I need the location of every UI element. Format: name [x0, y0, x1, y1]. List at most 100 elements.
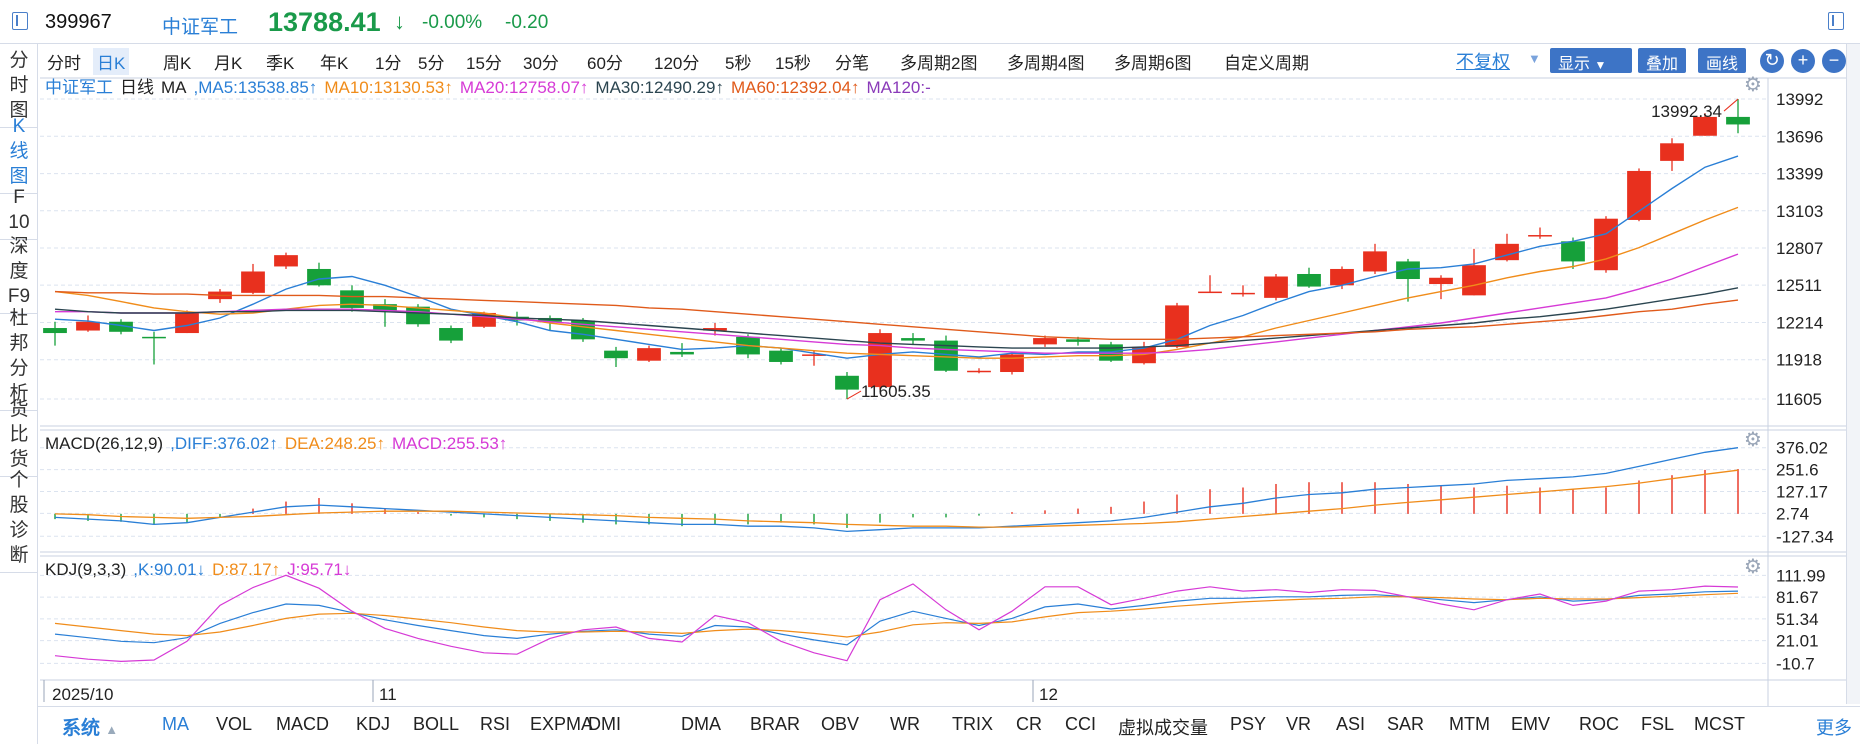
candle-body	[967, 370, 991, 373]
fuquan-chevron-down-icon[interactable]: ▼	[1528, 51, 1541, 66]
indicator-tab-15[interactable]: 虚拟成交量	[1118, 718, 1208, 738]
period-tab-15[interactable]: 多周期2图	[900, 54, 978, 73]
period-tab-10[interactable]: 60分	[587, 54, 623, 73]
candle-body	[1660, 143, 1684, 161]
indicator-tab-24[interactable]: MCST	[1694, 714, 1745, 734]
period-tab-9[interactable]: 30分	[523, 54, 559, 73]
indicator-tab-22[interactable]: ROC	[1579, 714, 1619, 734]
indicator-tab-2[interactable]: MACD	[276, 714, 329, 734]
period-tab-12[interactable]: 5秒	[725, 54, 752, 73]
system-menu[interactable]: 系统 ▲	[62, 718, 119, 739]
period-tab-14[interactable]: 分笔	[835, 54, 869, 73]
indicator-tab-11[interactable]: WR	[890, 714, 920, 734]
overlay-button[interactable]: 叠加	[1638, 48, 1687, 73]
ma-line-ma20	[55, 253, 1739, 354]
zoom-out-icon[interactable]: −	[1822, 49, 1846, 73]
settings-gear-icon[interactable]: ⚙	[1744, 429, 1762, 451]
change-value: -0.20	[505, 12, 549, 33]
settings-gear-icon[interactable]: ⚙	[1744, 74, 1762, 96]
period-tab-0[interactable]: 分时	[47, 54, 81, 73]
indicator-tab-3[interactable]: KDJ	[356, 714, 391, 734]
candle-body	[802, 354, 826, 356]
fuquan-dropdown[interactable]: 不复权	[1456, 52, 1510, 72]
period-tab-8[interactable]: 15分	[466, 54, 502, 73]
high-annotation-pointer	[1723, 98, 1739, 112]
indicator-tab-6[interactable]: EXPMA	[530, 714, 594, 734]
panel-toggle-icon[interactable]	[12, 12, 28, 30]
candle-body	[1330, 268, 1354, 286]
indicator-tab-1[interactable]: VOL	[216, 714, 253, 734]
period-tab-18[interactable]: 自定义周期	[1224, 54, 1309, 73]
side-tab-char: 诊	[9, 520, 29, 541]
indicator-tab-16[interactable]: PSY	[1230, 714, 1267, 734]
indicator-tab-13[interactable]: CR	[1016, 714, 1042, 734]
indicator-tab-18[interactable]: ASI	[1336, 714, 1366, 734]
period-tab-7[interactable]: 5分	[418, 54, 445, 73]
period-tab-4[interactable]: 季K	[266, 54, 295, 73]
period-tab-3[interactable]: 月K	[214, 54, 243, 73]
side-tab-char: 图	[9, 166, 29, 187]
indicator-tab-17[interactable]: VR	[1286, 714, 1312, 734]
kdj-line-j	[54, 574, 1739, 663]
side-tab-0[interactable]: 分时图	[0, 44, 38, 128]
candle-body	[901, 338, 925, 341]
low-annotation-pointer	[846, 390, 862, 400]
display-button[interactable]: 显示 ▼	[1550, 48, 1632, 73]
indicator-tab-20[interactable]: MTM	[1449, 714, 1490, 734]
candle-body	[373, 304, 397, 311]
period-tab-6[interactable]: 1分	[375, 54, 402, 73]
period-tab-11[interactable]: 120分	[654, 54, 700, 73]
change-percent: -0.00%	[422, 12, 483, 33]
refresh-icon[interactable]: ↻	[1760, 49, 1784, 73]
indicator-tab-21[interactable]: EMV	[1511, 714, 1551, 734]
indicator-tab-10[interactable]: OBV	[821, 714, 860, 734]
indicator-tab-9[interactable]: BRAR	[750, 714, 801, 734]
candle-body	[241, 271, 265, 293]
side-tab-3[interactable]: 深度 F9	[0, 230, 38, 314]
side-tab-4[interactable]: 杜邦分析	[0, 302, 38, 411]
indicator-tab-0[interactable]: MA	[162, 714, 189, 734]
right-scrollbar[interactable]	[1846, 44, 1860, 704]
indicator-tab-12[interactable]: TRIX	[952, 714, 994, 734]
more-indicators-link[interactable]: 更多	[1816, 718, 1852, 738]
side-tab-5[interactable]: 货比货	[0, 393, 38, 477]
indicator-tab-14[interactable]: CCI	[1065, 714, 1096, 734]
period-tab-2[interactable]: 周K	[163, 54, 192, 73]
kdj-line-d	[54, 592, 1739, 638]
candle-body	[76, 321, 100, 331]
macd-legend: MACD(26,12,9) ,DIFF:376.02↑ DEA:248.25↑ MAC…	[45, 434, 507, 453]
indicator-tab-8[interactable]: DMA	[681, 714, 721, 734]
macd-legend-item: DEA:248.25↑	[285, 434, 385, 453]
period-tab-5[interactable]: 年K	[320, 54, 349, 73]
main-legend-item: 日线	[120, 78, 154, 97]
side-tab-char: F9	[7, 286, 31, 307]
indicator-tab-19[interactable]: SAR	[1387, 714, 1425, 734]
last-price: 13788.41	[268, 7, 381, 37]
side-tab-char: 析	[9, 383, 29, 404]
stock-name[interactable]: 中证军工	[162, 17, 239, 38]
period-tab-17[interactable]: 多周期6图	[1114, 54, 1192, 73]
period-tab-16[interactable]: 多周期4图	[1007, 54, 1085, 73]
zoom-in-icon[interactable]: +	[1791, 49, 1815, 73]
settings-gear-icon[interactable]: ⚙	[1744, 556, 1762, 578]
candle-body	[1000, 354, 1024, 373]
right-panel-toggle-icon[interactable]	[1828, 12, 1844, 30]
macd-legend-item: MACD:255.53↑	[392, 434, 507, 453]
period-tab-13[interactable]: 15秒	[775, 54, 811, 73]
low-annotation: 11605.35	[861, 382, 931, 401]
indicator-tab-23[interactable]: FSL	[1641, 714, 1675, 734]
period-tab-1[interactable]: 日K	[93, 48, 130, 75]
draw-button[interactable]: 画线	[1698, 48, 1747, 73]
title-bar: 399967 中证军工 13788.41 ↓ -0.00% -0.20	[0, 0, 1860, 44]
indicator-tab-4[interactable]: BOLL	[413, 714, 460, 734]
price-tick-label: 11918	[1776, 351, 1822, 370]
macd-line-diff	[54, 447, 1739, 533]
side-tabs: 分时图 K 线图 F 10 深度 F9 杜邦分析货比货个股诊断	[0, 44, 38, 744]
display-chevron-down-icon: ▼	[1594, 58, 1607, 72]
indicator-tab-5[interactable]: RSI	[480, 714, 511, 734]
side-tab-2[interactable]: F 10	[0, 181, 38, 240]
side-tab-6[interactable]: 个股诊断	[0, 464, 38, 573]
indicator-tab-7[interactable]: DMI	[588, 714, 621, 734]
